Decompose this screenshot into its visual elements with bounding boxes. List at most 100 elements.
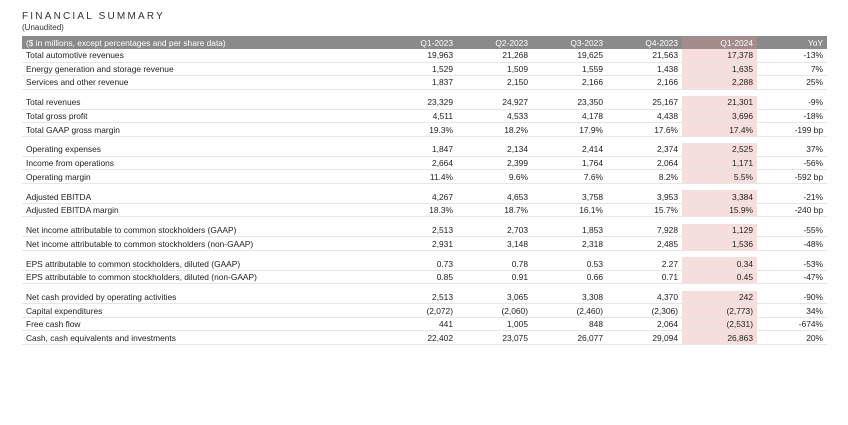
spacer-cell	[682, 250, 757, 257]
highlighted-value-cell: 0.34	[682, 257, 757, 271]
value-cell: 848	[532, 317, 607, 332]
value-cell: 4,370	[607, 290, 682, 305]
value-cell: 23,329	[382, 96, 457, 110]
table-row: Operating expenses 1,847 2,134 2,414 2,374 2,…	[22, 143, 827, 157]
value-cell: (2,060)	[457, 303, 532, 318]
table-row: EPS attributable to common stockholders,…	[22, 257, 827, 271]
table-row: Total gross profit 4,511 4,533 4,178 4,438 3,…	[22, 109, 827, 124]
column-header: Q1-2023	[382, 36, 457, 49]
spacer-cell	[607, 136, 682, 143]
yoy-cell: -55%	[757, 223, 827, 238]
value-cell: 23,075	[457, 330, 532, 346]
value-cell: 3,758	[532, 190, 607, 204]
row-label: Energy generation and storage revenue	[22, 62, 382, 77]
table-row: Net cash provided by operating activitie…	[22, 290, 827, 305]
spacer-cell	[757, 250, 827, 257]
row-label: Income from operations	[22, 156, 382, 171]
spacer-cell	[757, 136, 827, 143]
value-cell: (2,306)	[607, 303, 682, 318]
spacer-cell	[682, 217, 757, 224]
group-spacer	[22, 284, 827, 291]
value-cell: 0.85	[382, 270, 457, 285]
spacer-cell	[607, 183, 682, 190]
highlighted-value-cell: 26,863	[682, 330, 757, 346]
value-cell: 1,438	[607, 62, 682, 77]
row-label: Operating margin	[22, 169, 382, 184]
spacer-cell	[532, 89, 607, 96]
value-cell: 1,559	[532, 62, 607, 77]
spacer-cell	[457, 250, 532, 257]
value-cell: 2,414	[532, 143, 607, 157]
row-label: Total gross profit	[22, 109, 382, 124]
value-cell: 4,511	[382, 109, 457, 124]
table-row: Total revenues 23,329 24,927 23,350 25,167 21…	[22, 96, 827, 110]
spacer-cell	[757, 217, 827, 224]
spacer-cell	[457, 89, 532, 96]
value-cell: 2,513	[382, 223, 457, 238]
row-label: Net income attributable to common stockh…	[22, 236, 382, 251]
value-cell: 0.71	[607, 270, 682, 285]
spacer-cell	[457, 217, 532, 224]
highlighted-value-cell: 17,378	[682, 49, 757, 63]
value-cell: 15.7%	[607, 203, 682, 218]
value-cell: 7,928	[607, 223, 682, 238]
value-cell: (2,072)	[382, 303, 457, 318]
highlighted-value-cell: (2,531)	[682, 317, 757, 332]
group-spacer	[22, 89, 827, 96]
value-cell: 11.4%	[382, 169, 457, 184]
table-row: Net income attributable to common stockh…	[22, 223, 827, 238]
value-cell: 0.66	[532, 270, 607, 285]
highlighted-value-cell: 5.5%	[682, 169, 757, 184]
spacer-cell	[532, 183, 607, 190]
spacer-cell	[457, 136, 532, 143]
spacer-cell	[607, 89, 682, 96]
table-row: Income from operations 2,664 2,399 1,764 2,0…	[22, 156, 827, 171]
yoy-cell: -90%	[757, 290, 827, 305]
spacer-cell	[382, 217, 457, 224]
spacer-cell	[682, 183, 757, 190]
spacer-cell	[22, 183, 382, 190]
highlighted-value-cell: 1,171	[682, 156, 757, 171]
value-cell: 2,134	[457, 143, 532, 157]
value-cell: 29,094	[607, 330, 682, 346]
highlighted-value-cell: 21,301	[682, 96, 757, 110]
value-cell: 3,148	[457, 236, 532, 251]
yoy-cell: -48%	[757, 236, 827, 251]
spacer-cell	[22, 136, 382, 143]
highlighted-value-cell: 2,288	[682, 75, 757, 90]
value-cell: 19,963	[382, 49, 457, 63]
value-cell: 2,513	[382, 290, 457, 305]
spacer-cell	[382, 250, 457, 257]
spacer-cell	[457, 284, 532, 291]
table-row: Energy generation and storage revenue 1,5…	[22, 62, 827, 77]
value-cell: 4,653	[457, 190, 532, 204]
spacer-cell	[532, 217, 607, 224]
value-cell: 2.27	[607, 257, 682, 271]
yoy-cell: -18%	[757, 109, 827, 124]
spacer-cell	[22, 89, 382, 96]
value-cell: 0.78	[457, 257, 532, 271]
value-cell: 2,064	[607, 156, 682, 171]
group-spacer	[22, 183, 827, 190]
header-label: ($ in millions, except percentages and p…	[22, 36, 382, 49]
value-cell: 1,509	[457, 62, 532, 77]
value-cell: 18.3%	[382, 203, 457, 218]
table-row: Operating margin 11.4% 9.6% 7.6% 8.2% 5.5% -59…	[22, 169, 827, 184]
value-cell: 3,065	[457, 290, 532, 305]
spacer-cell	[457, 183, 532, 190]
value-cell: 1,853	[532, 223, 607, 238]
yoy-cell: 37%	[757, 143, 827, 157]
yoy-cell: -9%	[757, 96, 827, 110]
spacer-cell	[532, 136, 607, 143]
value-cell: 2,166	[607, 75, 682, 90]
value-cell: 4,178	[532, 109, 607, 124]
spacer-cell	[757, 89, 827, 96]
value-cell: 1,847	[382, 143, 457, 157]
yoy-cell: -53%	[757, 257, 827, 271]
value-cell: 1,529	[382, 62, 457, 77]
value-cell: 1,764	[532, 156, 607, 171]
spacer-cell	[22, 250, 382, 257]
spacer-cell	[682, 136, 757, 143]
value-cell: 2,485	[607, 236, 682, 251]
